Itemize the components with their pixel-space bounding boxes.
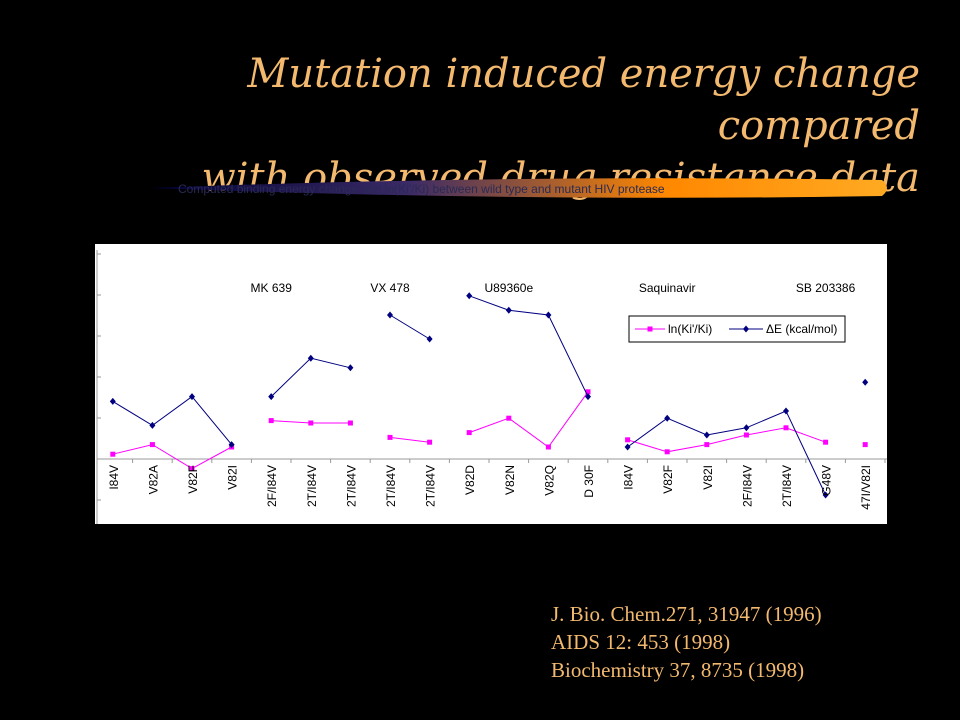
x-tick-label: 2T/I84V <box>780 465 794 507</box>
decorative-swoosh <box>150 178 887 198</box>
group-label: U89360e <box>484 281 533 295</box>
point-lnk-5 <box>308 420 314 426</box>
point-lnk-17 <box>783 425 789 431</box>
point-lnk-15 <box>704 442 710 448</box>
point-lnk-0 <box>110 451 116 457</box>
point-de-16 <box>743 424 750 432</box>
point-lnk-11 <box>545 444 551 450</box>
point-lnk-4 <box>268 418 274 424</box>
point-lnk-8 <box>427 439 433 445</box>
legend-label-de: ΔE (kcal/mol) <box>766 322 837 336</box>
point-de-15 <box>703 431 710 439</box>
point-lnk-16 <box>743 432 749 438</box>
point-de-5 <box>307 354 314 362</box>
line-chart: ΔI84VV82AV82FV82I2F/I84V2T/I84V2T/I84V2T… <box>36 250 887 524</box>
point-de-0 <box>109 397 116 405</box>
x-tick-label: V82Q <box>542 465 556 496</box>
point-lnk-9 <box>466 430 472 436</box>
x-tick-label: I84V <box>622 465 636 490</box>
x-tick-label: 2F/I84V <box>265 465 279 507</box>
series-line-de <box>469 295 589 397</box>
point-lnk-18 <box>823 439 829 445</box>
point-lnk-6 <box>347 420 353 426</box>
x-tick-label: V82A <box>146 465 160 494</box>
point-de-4 <box>268 393 275 401</box>
legend-marker-lnk <box>647 326 653 332</box>
group-label: VX 478 <box>370 281 410 295</box>
point-de-1 <box>149 421 156 429</box>
point-de-2 <box>189 393 195 401</box>
x-tick-label: V82I <box>226 465 240 490</box>
series-line-lnk <box>469 391 589 448</box>
reference-3: Biochemistry 37, 8735 (1998) <box>551 658 805 682</box>
point-lnk-19 <box>862 442 868 448</box>
series-line-de <box>389 314 430 340</box>
series-line-lnk <box>627 427 826 453</box>
point-de-3 <box>228 441 235 449</box>
legend-marker-de <box>743 325 749 333</box>
x-tick-label: I84V <box>107 465 121 490</box>
x-tick-label: 2T/I84V <box>384 465 398 507</box>
group-label: MK 639 <box>251 281 293 295</box>
x-tick-label: G48V <box>820 465 834 496</box>
point-lnk-12 <box>585 389 591 395</box>
point-de-18 <box>822 491 829 499</box>
x-tick-label: V82F <box>661 465 675 494</box>
references: J. Bio. Chem.271, 31947 (1996) AIDS 12: … <box>551 600 822 684</box>
point-de-14 <box>664 414 671 422</box>
point-de-6 <box>347 364 354 372</box>
x-tick-label: V82N <box>503 465 517 495</box>
plot-area <box>97 250 887 516</box>
point-lnk-2 <box>189 466 195 472</box>
point-lnk-7 <box>387 434 393 440</box>
point-de-19 <box>862 378 869 386</box>
point-de-10 <box>505 306 512 314</box>
x-tick-label: 2T/I84V <box>305 465 319 507</box>
x-tick-label: 2T/I84V <box>424 465 438 507</box>
x-tick-label: 47I/V82I <box>859 465 873 510</box>
series-line-lnk <box>112 444 232 470</box>
series-line-de <box>112 395 232 445</box>
point-lnk-1 <box>149 442 155 448</box>
point-de-13 <box>624 443 631 451</box>
point-de-11 <box>545 311 552 319</box>
x-tick-label: V82D <box>463 465 477 495</box>
reference-2: AIDS 12: 453 (1998) <box>551 630 731 654</box>
point-de-12 <box>585 393 591 401</box>
x-tick-label: 2T/I84V <box>344 465 358 507</box>
x-tick-label: D 30F <box>582 465 596 498</box>
point-de-9 <box>466 292 473 300</box>
x-tick-label: V82I <box>701 465 715 490</box>
chart-caption: Computed binding energy change and ln(Ki… <box>178 182 665 196</box>
title-line-1: Mutation induced energy change compared <box>247 51 920 149</box>
point-de-7 <box>387 311 393 319</box>
point-de-8 <box>426 335 433 343</box>
x-tick-label: V82F <box>186 465 200 494</box>
x-tick-label: 2F/I84V <box>740 465 754 507</box>
point-lnk-14 <box>664 449 670 455</box>
point-lnk-10 <box>506 415 512 421</box>
reference-1: J. Bio. Chem.271, 31947 (1996) <box>551 602 822 626</box>
series-line-de <box>627 410 827 496</box>
chart-panel: ΔI84VV82AV82FV82I2F/I84V2T/I84V2T/I84V2T… <box>36 244 887 524</box>
series-line-lnk <box>389 436 430 443</box>
legend-label-lnk: ln(Ki'/Ki) <box>668 322 712 336</box>
group-label: SB 203386 <box>796 281 856 295</box>
point-de-17 <box>783 407 789 415</box>
group-label: Saquinavir <box>639 281 696 295</box>
point-lnk-13 <box>625 437 631 443</box>
